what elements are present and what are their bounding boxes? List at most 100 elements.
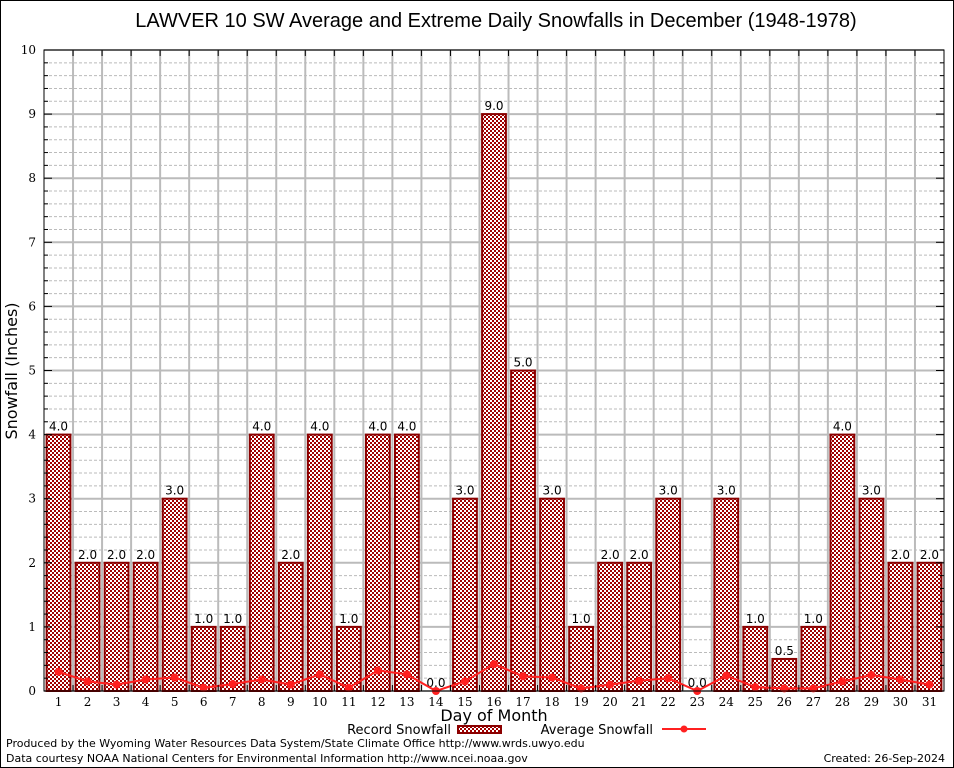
y-tick-label: 2 [28,556,36,570]
x-tick-label: 2 [84,695,92,709]
bar-label-day-28: 4.0 [833,420,852,434]
bar-label-day-4: 2.0 [136,548,155,562]
bar-label-day-5: 3.0 [165,484,184,498]
average-point-day-18 [548,673,557,682]
average-point-day-13 [402,670,411,679]
record-bar-day-28 [829,433,856,692]
y-ticks: 0 1 2 3 4 5 6 7 8 9 10 [21,43,944,698]
y-tick-label: 9 [28,107,36,121]
average-point-day-10 [315,670,324,679]
average-point-day-22 [664,674,673,683]
record-bar-day-11 [335,625,362,693]
record-bar-day-27 [800,625,827,693]
average-point-day-19 [577,684,586,693]
y-tick-label: 7 [28,235,36,249]
legend-average-marker [680,725,688,733]
average-point-day-28 [838,677,847,686]
bar-label-day-18: 3.0 [543,484,562,498]
average-point-day-2 [83,677,92,686]
record-bar-day-15 [452,497,478,693]
bar-label-day-20: 2.0 [601,548,620,562]
average-point-day-3 [112,680,121,689]
average-point-day-11 [344,683,353,692]
x-tick-label: 10 [312,695,327,709]
bar-label-day-31: 2.0 [920,548,939,562]
y-tick-label: 8 [28,171,36,185]
x-tick-label: 19 [573,695,588,709]
average-point-day-21 [635,676,644,685]
record-bar-day-24 [713,497,740,693]
average-point-day-7 [228,679,237,688]
record-bar-day-6 [190,625,217,693]
record-bar-day-3 [103,561,130,692]
x-tick-label: 18 [544,695,559,709]
x-tick-label: 13 [399,695,414,709]
record-bar-day-16 [481,113,507,693]
bar-label-day-24: 3.0 [717,484,736,498]
x-tick-label: 21 [632,695,647,709]
average-point-day-12 [373,666,382,675]
footer-produced-by: Produced by the Wyoming Water Resources … [6,737,585,750]
average-point-day-27 [809,684,818,693]
x-ticks: 1 2 3 4 5 6 7 8 9 10 11 12 13 14 15 16 17 18 19 20 21 22 23 24 2… [55,50,937,709]
bar-label-day-3: 2.0 [107,548,126,562]
average-point-day-16 [490,660,498,669]
footer-data-courtesy: Data courtesy NOAA National Centers for … [6,752,528,765]
average-point-day-29 [867,670,876,679]
average-point-day-15 [460,677,469,686]
legend-record-label: Record Snowfall [347,723,451,738]
record-bar-day-19 [568,625,594,693]
x-tick-label: 27 [806,695,821,709]
bar-label-day-27: 1.0 [804,612,823,626]
bar-label-day-16: 9.0 [484,99,503,113]
x-tick-label: 17 [515,695,530,709]
average-line [54,660,934,695]
footer-created: Created: 26-Sep-2024 [824,752,945,765]
average-point-day-5 [170,673,179,682]
bar-label-day-26: 0.5 [775,644,794,658]
x-tick-label: 14 [428,695,444,709]
x-tick-label: 20 [602,695,617,709]
record-bars [45,113,943,693]
bar-label-day-23: 0.0 [688,676,707,690]
average-point-day-4 [141,675,150,684]
x-tick-label: 6 [200,695,208,709]
bar-label-day-19: 1.0 [572,612,591,626]
record-bar-day-18 [539,497,565,693]
x-tick-label: 5 [171,695,179,709]
x-tick-label: 11 [341,695,356,709]
y-tick-label: 0 [28,684,36,698]
average-point-day-17 [519,672,528,681]
x-axis-label: Day of Month [440,706,547,725]
x-tick-label: 31 [922,695,937,709]
record-bar-day-29 [858,497,885,693]
bar-labels: 4.0 2.0 2.0 2.0 3.0 1.0 1.0 4.0 2.0 4.0 1.0 4.0 4.0 0… [49,99,939,690]
bar-label-day-17: 5.0 [513,356,532,370]
y-tick-label: 1 [28,620,36,634]
x-tick-label: 12 [370,695,385,709]
x-tick-label: 25 [748,695,763,709]
record-bar-day-10 [306,433,333,692]
record-bar-day-2 [74,561,101,692]
x-tick-label: 7 [229,695,237,709]
x-tick-label: 15 [457,695,472,709]
chart-title: LAWVER 10 SW Average and Extreme Daily S… [135,10,856,32]
average-point-day-31 [925,680,934,689]
y-tick-label: 5 [28,364,36,378]
y-tick-label: 10 [21,43,36,57]
average-point-day-20 [606,680,615,689]
record-bar-day-8 [248,433,275,692]
legend: Record Snowfall Average Snowfall [347,723,706,738]
y-tick-label: 4 [28,428,36,442]
bar-label-day-30: 2.0 [891,548,910,562]
average-point-day-25 [751,683,760,692]
bar-label-day-7: 1.0 [223,612,242,626]
average-point-day-24 [722,671,731,680]
average-point-day-9 [286,680,295,689]
bar-label-day-21: 2.0 [630,548,649,562]
average-point-day-30 [896,675,905,684]
x-tick-label: 3 [113,695,121,709]
record-bar-day-17 [510,369,536,692]
bar-label-day-8: 4.0 [252,420,271,434]
